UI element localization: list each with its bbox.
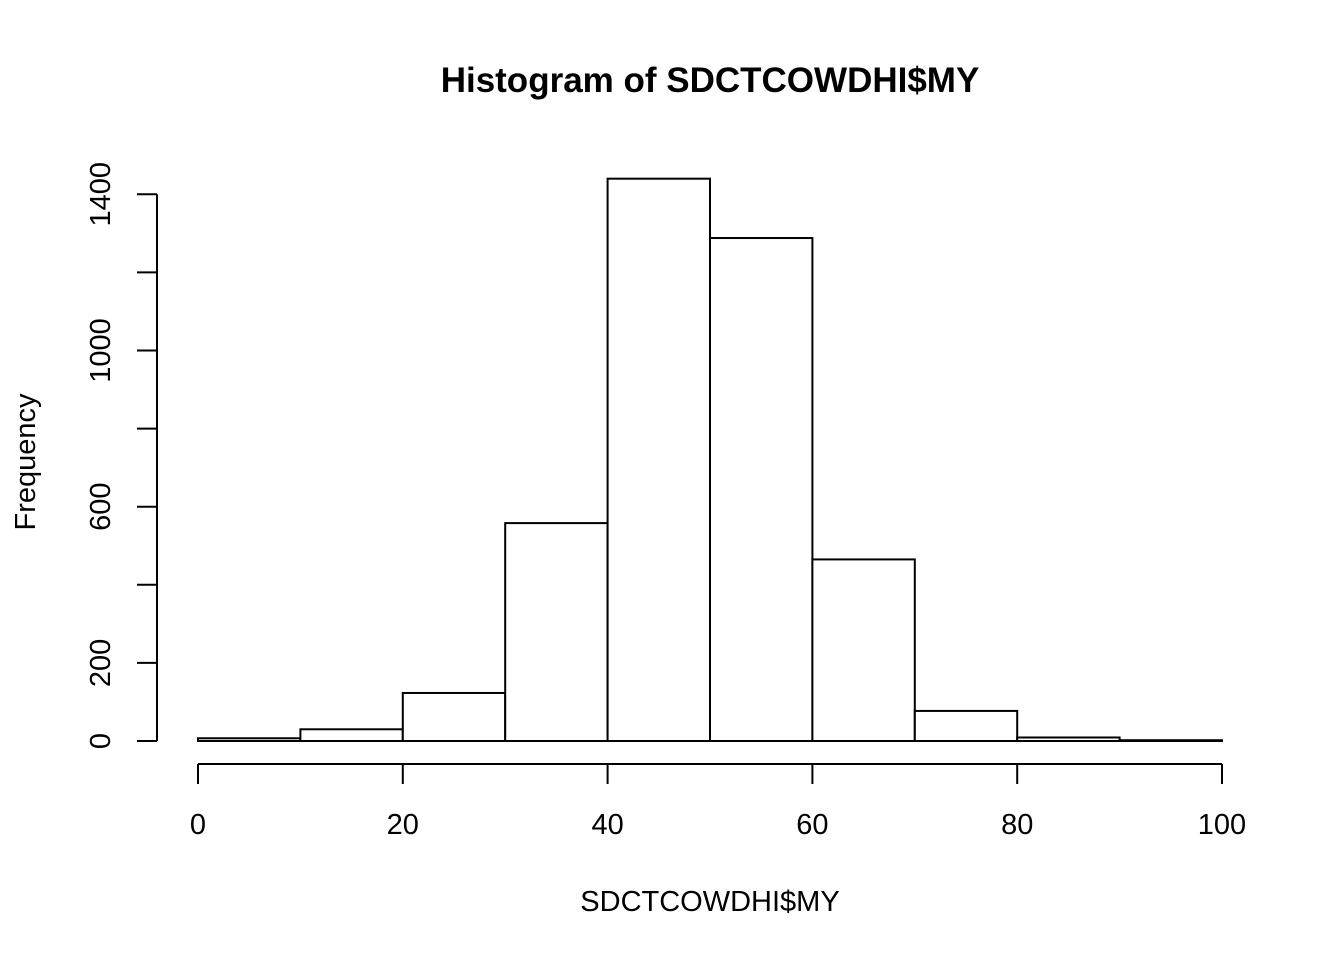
histogram-bar-9 [1118, 739, 1223, 742]
x-tick-label-2: 40 [591, 809, 623, 841]
histogram-bar-4 [606, 177, 711, 742]
y-tick-label-1: 200 [85, 639, 117, 687]
histogram-bar-5 [709, 237, 814, 742]
y-tick-label-3: 600 [85, 483, 117, 531]
x-tick-label-0: 0 [190, 809, 206, 841]
x-axis: 0 20 40 60 80 100 [190, 763, 1246, 841]
histogram-bar-7 [913, 709, 1019, 743]
x-tick-label-3: 60 [796, 809, 828, 841]
histogram-bar-3 [504, 522, 609, 743]
y-tick-label-0: 0 [85, 733, 117, 749]
x-axis-label: SDCTCOWDHI$MY [580, 886, 839, 918]
y-tick-label-5: 1000 [85, 318, 117, 383]
y-axis-label: Frequency [10, 393, 42, 531]
histogram-bar-6 [811, 558, 916, 742]
x-tick-label-5: 100 [1198, 809, 1246, 841]
histogram-bar-8 [1016, 736, 1121, 742]
histogram-bar-0 [197, 737, 302, 742]
bars-group [197, 177, 1223, 743]
histogram-bar-1 [299, 728, 404, 742]
histogram-bar-2 [401, 691, 507, 743]
chart-title: Histogram of SDCTCOWDHI$MY [441, 61, 980, 100]
y-axis: 0 200 600 1000 1400 [85, 162, 158, 749]
x-tick-label-1: 20 [387, 809, 419, 841]
y-tick-label-7: 1400 [85, 162, 117, 227]
x-tick-label-4: 80 [1001, 809, 1033, 841]
